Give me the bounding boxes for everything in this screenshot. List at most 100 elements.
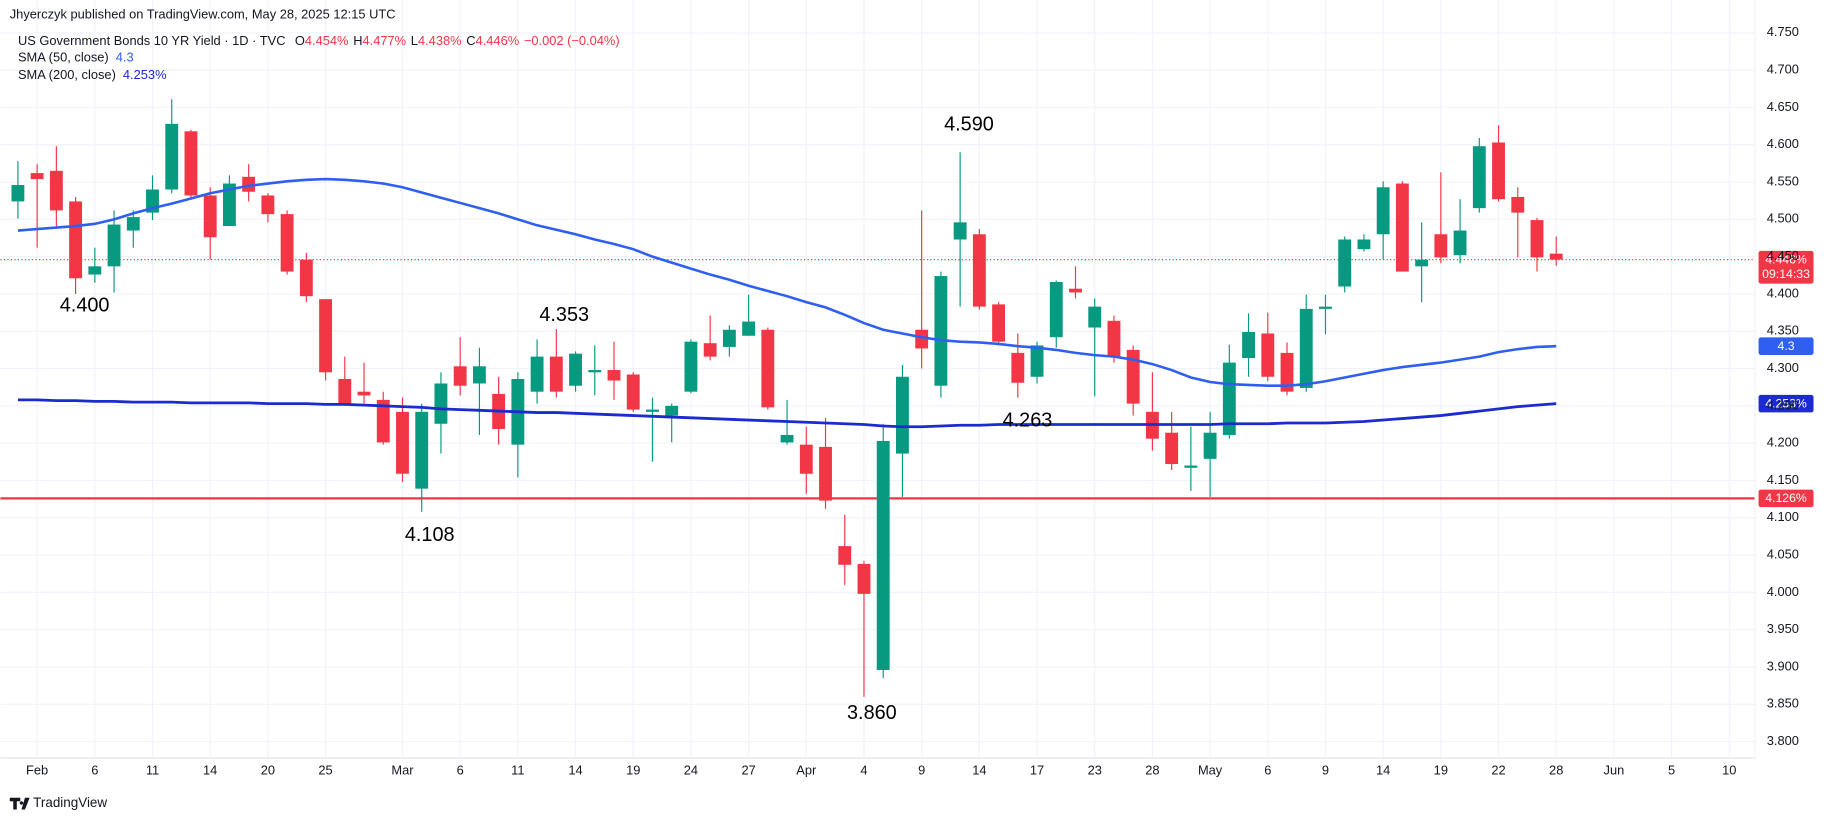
y-tick-label: 4.000 (1767, 584, 1799, 599)
x-tick-label: 11 (511, 762, 524, 777)
x-tick-label: 14 (568, 762, 582, 777)
candle-body (607, 370, 621, 381)
indicator-legend: SMA (200, close) 4.253% (18, 67, 167, 82)
candle-body (1319, 306, 1332, 309)
candle-body (819, 446, 832, 501)
x-tick-label: 20 (261, 762, 275, 777)
indicator-name: SMA (200, close) (18, 67, 116, 82)
last-price-badge-bg (1758, 250, 1814, 284)
y-tick-label: 4.500 (1767, 211, 1799, 226)
x-tick-label: 14 (972, 762, 986, 777)
overlay: 4.400 4.3534.1083.8604.5904.2634.34.253%4… (60, 113, 1814, 724)
candle-body (857, 564, 871, 594)
y-tick-label: 4.100 (1767, 509, 1799, 524)
candle-body (549, 356, 563, 392)
candle-body (646, 409, 659, 412)
candle-body (126, 217, 140, 231)
ohlc-value: 4.446% (476, 34, 520, 49)
y-tick-label: 4.400 (1767, 285, 1799, 300)
candle-body (896, 376, 909, 454)
x-tick-label: 6 (91, 762, 98, 777)
candle-body (49, 170, 63, 211)
candle-body (1492, 142, 1505, 200)
ohlc-key: O (295, 34, 305, 49)
grid (0, 0, 1756, 759)
ohlc-key: L (411, 34, 418, 49)
candle-body (569, 353, 582, 386)
last-price-badge: 4.446% (1765, 252, 1807, 266)
candle-body (1299, 308, 1313, 388)
candle-body (203, 195, 217, 238)
candle-body (530, 356, 544, 392)
indicator-value: 4.253% (123, 67, 167, 82)
countdown: 09:14:33 (1762, 267, 1810, 281)
y-tick-label: 3.850 (1767, 696, 1799, 711)
candle-body (1549, 253, 1563, 260)
x-tick-label: 19 (1434, 762, 1448, 777)
candle-body (780, 434, 794, 443)
x-tick-label: 6 (1264, 762, 1271, 777)
candle-body (1395, 183, 1409, 272)
y-tick-label: 4.650 (1767, 99, 1799, 114)
plot (0, 99, 1756, 697)
y-tick-label: 4.350 (1767, 323, 1799, 338)
candle-body (434, 383, 448, 424)
candle-body (588, 370, 602, 373)
indicator-name: SMA (50, close) (18, 50, 109, 65)
candle-body (915, 329, 929, 349)
candle-body (396, 411, 409, 474)
candle-body (1472, 146, 1486, 209)
y-tick-label: 4.750 (1767, 24, 1799, 39)
x-tick-label: 9 (1322, 762, 1329, 777)
x-tick-label: 14 (203, 762, 217, 777)
x-tick-label: 4 (860, 762, 867, 777)
candle-body (1261, 333, 1275, 377)
candle-body (722, 329, 736, 347)
candle-body (626, 374, 640, 410)
y-tick-label: 4.550 (1767, 173, 1799, 188)
symbol-title: US Government Bonds 10 YR Yield · 1D · T… (18, 34, 286, 49)
x-tick-label: 28 (1549, 762, 1563, 777)
candle-body (1376, 187, 1390, 235)
y-tick-label: 3.800 (1767, 733, 1799, 748)
candle-body (1415, 259, 1429, 267)
y-tick-label: 4.700 (1767, 62, 1799, 77)
candle-body (1511, 196, 1525, 213)
candle-body (261, 195, 275, 215)
y-tick-label: 4.150 (1767, 472, 1799, 487)
candle-body (299, 259, 313, 297)
x-tick-label: 6 (457, 762, 464, 777)
ohlc-key: C (466, 34, 475, 49)
candle-body (1222, 362, 1236, 435)
candle-body (934, 276, 948, 386)
indicator-value: 4.3 (116, 50, 134, 65)
annotation: 4.400 (60, 295, 110, 317)
candle-body (665, 405, 679, 416)
candle-body (88, 266, 102, 275)
candle-body (11, 185, 25, 202)
publisher: Jhyerczyk published on TradingView.com, … (10, 7, 396, 22)
candle-body (107, 224, 121, 267)
x-tick-label: Feb (26, 762, 48, 777)
annotation: 4.263 (1003, 409, 1053, 431)
candle-body (222, 183, 236, 227)
candle-body (1049, 282, 1063, 338)
candle-body (69, 201, 83, 279)
candle-body (280, 214, 294, 272)
x-tick-label: 23 (1088, 762, 1102, 777)
candle-body (838, 546, 852, 565)
candle-body (1434, 234, 1448, 258)
candle-body (1184, 465, 1198, 468)
sma-line (17, 177, 1557, 388)
candle-body (1107, 320, 1121, 357)
y-tick-label: 4.050 (1767, 546, 1799, 561)
y-tick-label: 4.300 (1767, 360, 1799, 375)
y-tick-label: 3.900 (1767, 658, 1799, 673)
candle-body (242, 176, 256, 192)
candle-body (742, 321, 756, 336)
annotation: 4.590 (944, 113, 994, 135)
x-tick-label: 5 (1668, 762, 1675, 777)
candle-body (703, 343, 717, 357)
candle-body (1203, 432, 1217, 459)
